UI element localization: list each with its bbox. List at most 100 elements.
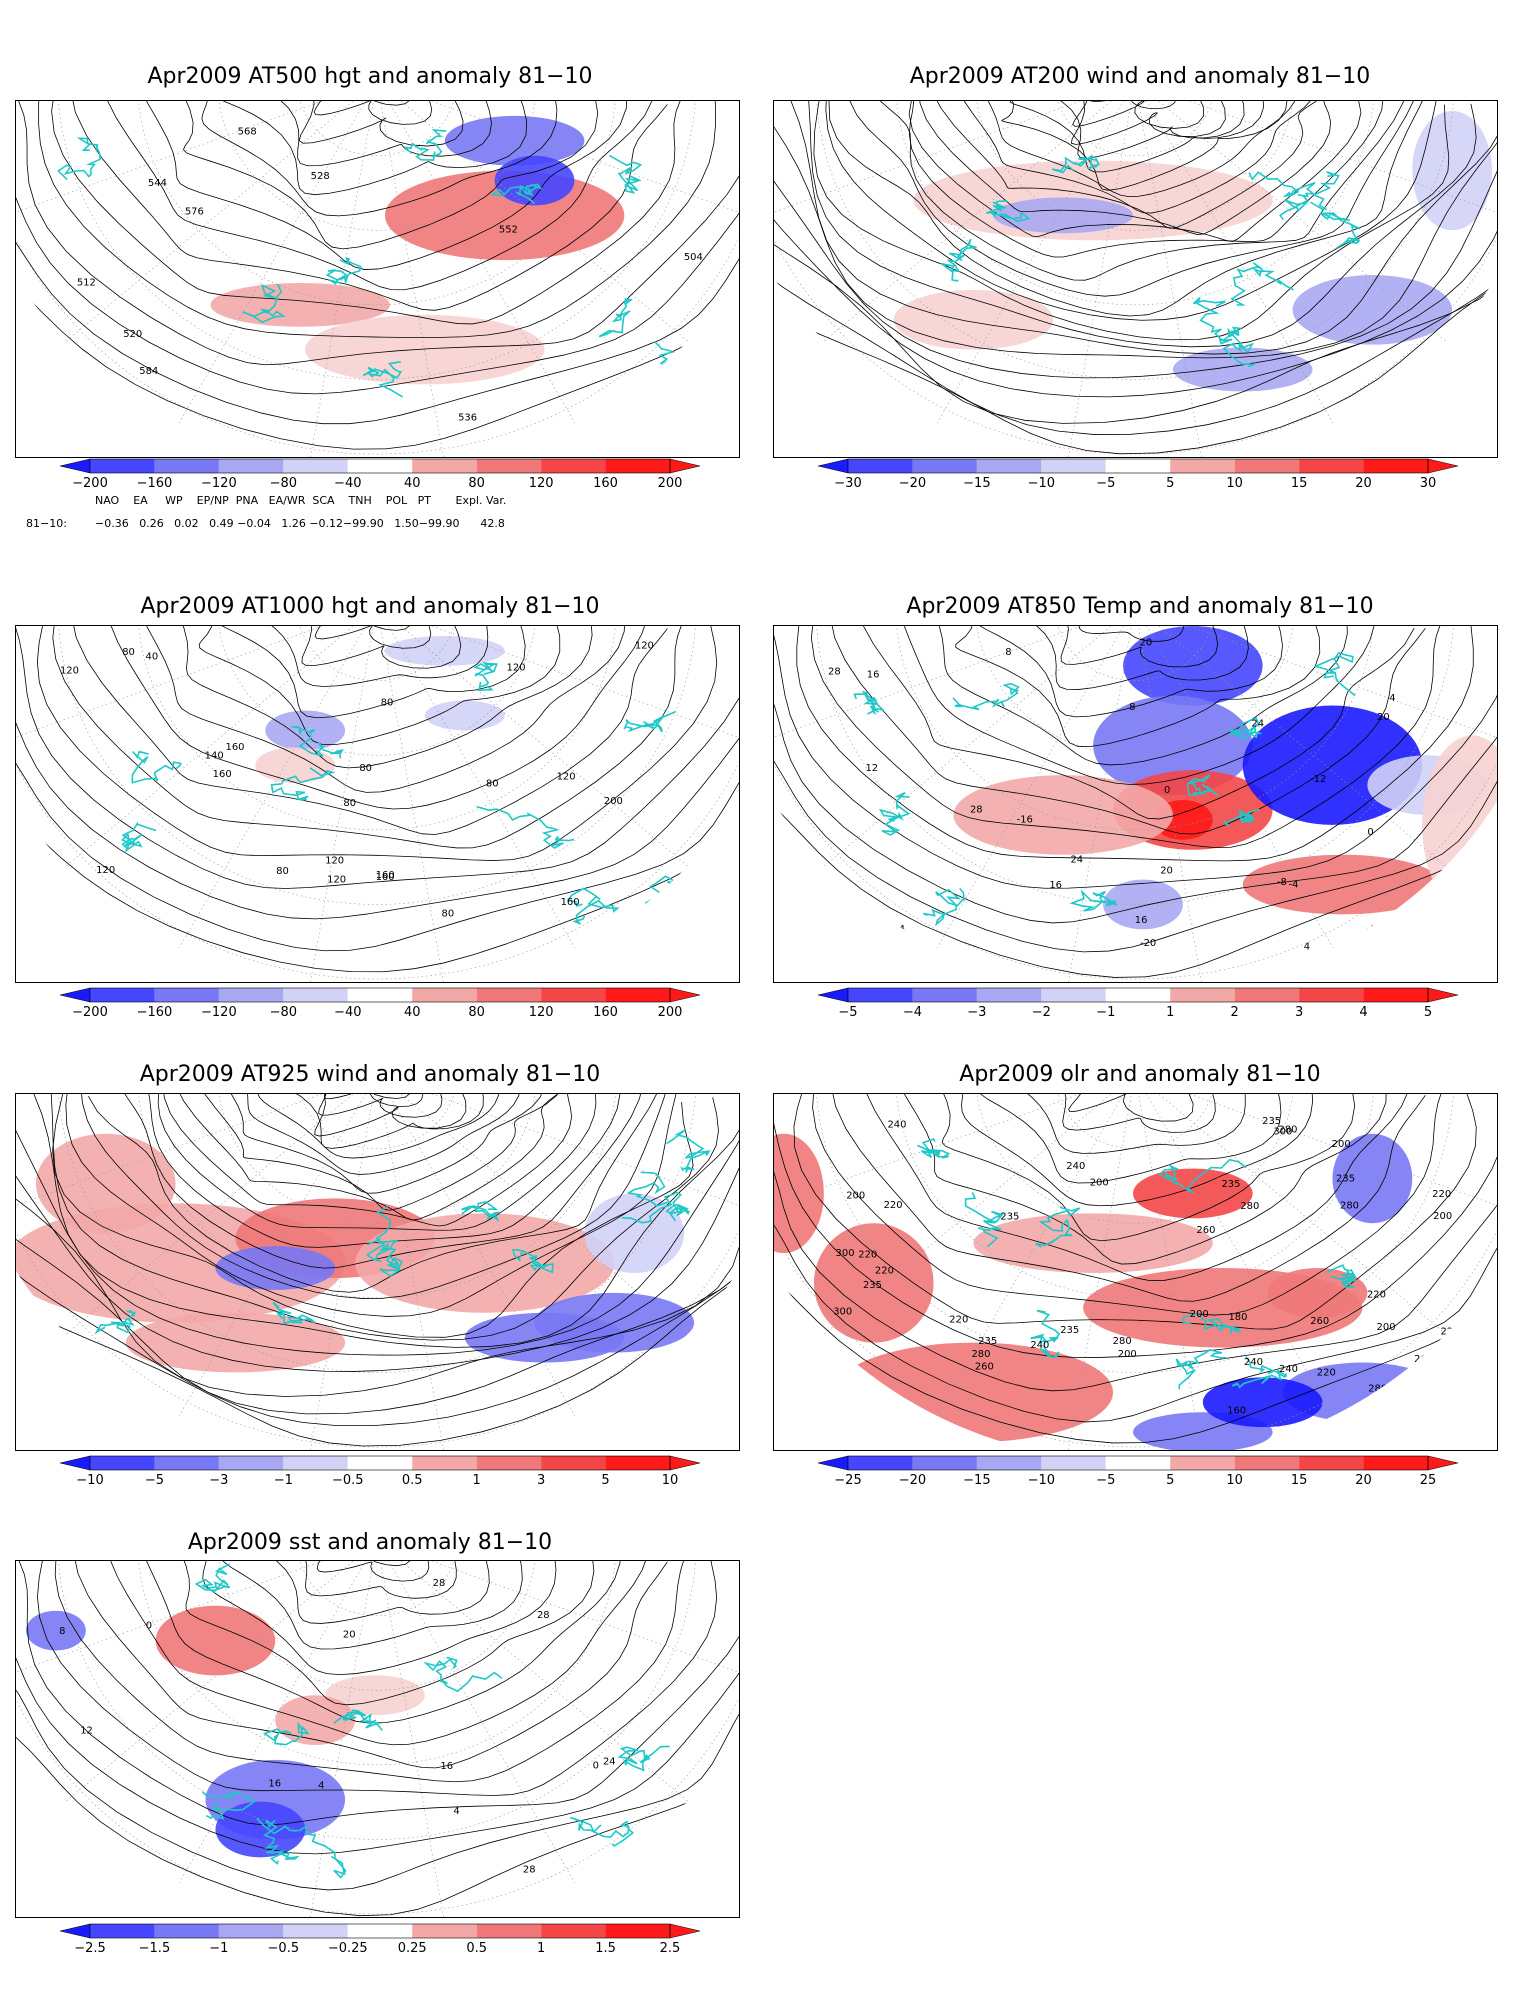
colorbar-tick-label: −5 <box>1096 476 1116 491</box>
panel-title-olr: Apr2009 olr and anomaly 81−10 <box>959 1062 1321 1087</box>
contour-label: 235 <box>863 1280 882 1291</box>
contour-label: -8 <box>1277 877 1287 888</box>
coastline <box>608 154 643 194</box>
contour-line <box>220 1561 523 1650</box>
longitude-line <box>16 626 378 770</box>
colorbar-tick-label: 3 <box>536 1473 546 1488</box>
map-sst: 28 28 0 4 8 4 12 16 20 16 24 28 0 <box>15 1560 740 1918</box>
contour-label: 28 <box>523 1865 536 1876</box>
streamline <box>877 101 1409 281</box>
colorbar-bin <box>476 988 542 1002</box>
longitude-line <box>376 1561 739 1849</box>
colorbar-tick-label: −1.5 <box>138 1941 171 1956</box>
coastline <box>952 682 1020 711</box>
coastline <box>570 1816 635 1848</box>
latitude-circle <box>137 1094 617 1299</box>
contour-line <box>934 626 1348 766</box>
anomaly-shading <box>1202 1377 1323 1428</box>
coastline <box>325 257 362 286</box>
colorbar-at500 <box>59 458 701 474</box>
longitude-line <box>137 626 378 982</box>
colorbar-arrow-high <box>1427 1455 1459 1471</box>
streamline <box>269 1094 467 1137</box>
anomaly-shading <box>384 635 505 666</box>
colorbar-bin <box>218 988 284 1002</box>
contour-label: 240 <box>1279 1364 1298 1375</box>
colorbar-svg <box>59 1923 701 1939</box>
contour-line <box>793 1094 1477 1330</box>
contour-line <box>830 1094 1426 1302</box>
colorbar-tick-label: 200 <box>657 476 683 491</box>
contour-line <box>1063 626 1210 642</box>
latitude-circle <box>774 626 1497 980</box>
map-at1000: 120 160 80 40 120 140 80 160 120 160 120 80 120 160 20… <box>15 625 740 983</box>
map-hemisphere: 28 28 0 4 8 4 12 16 20 16 24 28 0 <box>16 1561 739 1917</box>
anomaly-shading <box>355 1213 615 1313</box>
latitude-circle <box>1054 101 1216 156</box>
longitude-line <box>376 626 617 982</box>
streamline <box>65 1094 679 1317</box>
colorbar-bin <box>912 459 977 473</box>
longitude-line <box>774 626 1136 770</box>
contour-label: 584 <box>139 366 158 377</box>
contour-label: 16 <box>440 1761 453 1772</box>
contour-label: 260 <box>836 1363 855 1374</box>
contour-label: 120 <box>507 662 526 673</box>
colorbar-bin <box>912 988 977 1002</box>
colorbar-at1000 <box>59 987 701 1003</box>
colorbar-bin <box>154 1456 219 1470</box>
colorbar-bin <box>90 1924 155 1938</box>
colorbar-arrow-low <box>59 987 91 1003</box>
colorbar-labels-at200: −30 −20 −15 −10 −5 5 10 15 20 30 <box>818 476 1458 492</box>
colorbar-arrow-high <box>1427 987 1459 1003</box>
longitude-line <box>376 626 739 914</box>
map-svg <box>774 101 1497 457</box>
contour-label: 180 <box>1228 1312 1247 1323</box>
colorbar-bin <box>283 459 348 473</box>
colorbar-tick-label: −80 <box>269 1005 298 1020</box>
streamline <box>257 1094 501 1159</box>
colorbar-tick-label: 10 <box>661 1473 679 1488</box>
colorbar-tick-label: −0.5 <box>267 1941 300 1956</box>
contour-line <box>1026 1094 1239 1133</box>
colorbar-bin <box>605 988 670 1002</box>
contour-line <box>16 101 739 425</box>
colorbar-tick-label: −10 <box>76 1473 104 1488</box>
contour-label: 220 <box>1317 1368 1336 1379</box>
colorbar-at200 <box>817 458 1459 474</box>
longitude-line <box>1134 101 1375 457</box>
contour-label: 576 <box>185 206 204 217</box>
anomaly-shading <box>1412 110 1493 231</box>
contour-line <box>16 1561 739 1855</box>
contour-line <box>939 1094 1356 1242</box>
streamline <box>774 101 1497 359</box>
anomaly-shading <box>774 1133 824 1254</box>
colorbar-bin <box>476 1456 542 1470</box>
colorbar-bin <box>283 1456 348 1470</box>
coastline <box>1248 171 1327 211</box>
colorbar-tick-label: −5 <box>144 1473 165 1488</box>
contour-label: 200 <box>846 1191 865 1202</box>
latitude-circle <box>16 101 739 455</box>
colorbar-labels-at1000: −200 −160 −120 −80 −40 40 80 120 160 200 <box>60 1005 700 1021</box>
latitude-circle <box>975 101 1295 231</box>
contour-line <box>37 1561 718 1796</box>
colorbar-tick-label: 2 <box>1230 1005 1239 1020</box>
coastline <box>853 690 884 715</box>
colorbar-svg <box>817 458 1459 474</box>
contour-line <box>202 1561 557 1676</box>
coastline <box>365 1206 398 1263</box>
latitude-circle <box>57 1561 697 1840</box>
colorbar-tick-label: 1 <box>536 1941 546 1956</box>
contour-label: 12 <box>80 1725 93 1736</box>
teleconnection-row-label: 81−10: <box>26 517 67 530</box>
colorbar-tick-label: −4 <box>902 1005 923 1020</box>
longitude-line <box>137 1561 378 1917</box>
contour-line <box>301 101 460 125</box>
contour-label: 260 <box>1196 1225 1215 1236</box>
colorbar-tick-label: 20 <box>1355 1473 1372 1488</box>
colorbar-bin <box>1170 988 1235 1002</box>
coastline <box>262 1721 310 1746</box>
contour-label: 16 <box>1049 880 1062 891</box>
colorbar-labels-at850: −5 −4 −3 −2 −1 1 2 3 4 5 <box>818 1005 1458 1021</box>
